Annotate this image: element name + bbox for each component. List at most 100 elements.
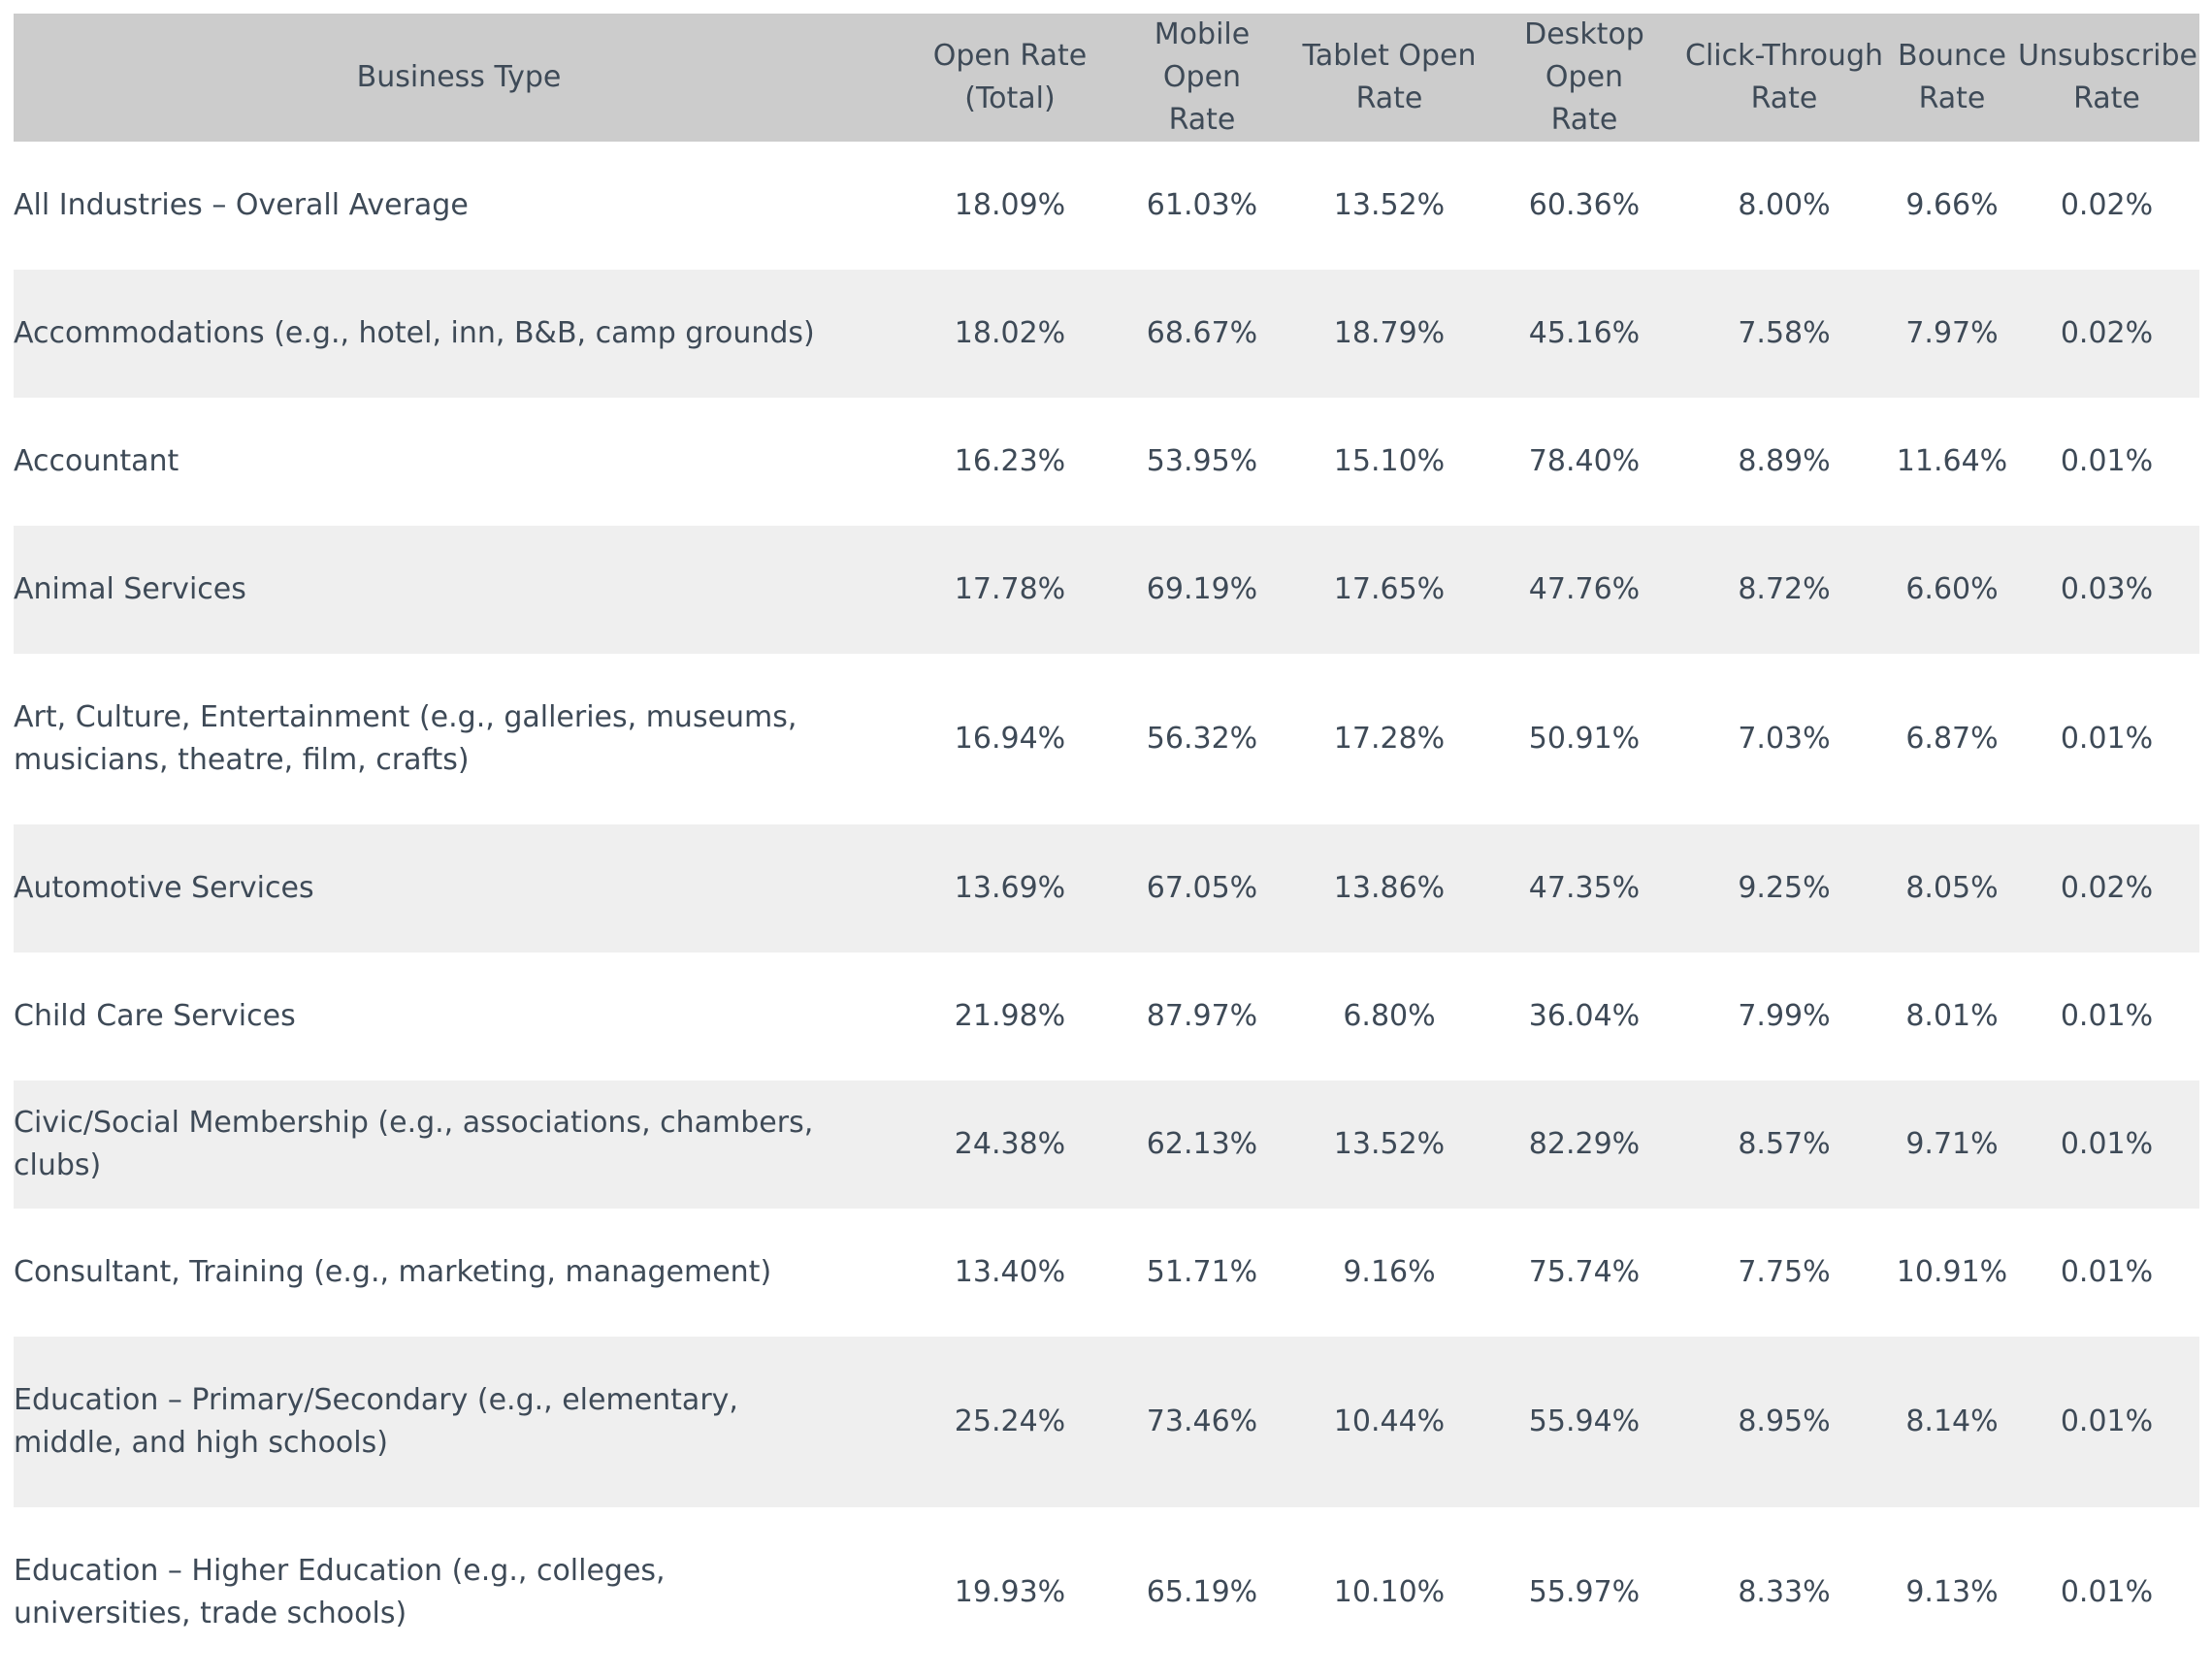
- cell-desktop-open-rate: 50.91%: [1528, 722, 1641, 756]
- cell-bounce-rate: 11.64%: [1896, 444, 2008, 478]
- cell-business-type: Accountant: [14, 444, 179, 478]
- cell-desktop-open-rate: 47.76%: [1528, 572, 1641, 606]
- cell-desktop-open-rate: 55.97%: [1528, 1575, 1641, 1609]
- table-body: All Industries – Overall Average 18.09% …: [14, 142, 2199, 1678]
- cell-mobile-open-rate: 67.05%: [1146, 871, 1258, 905]
- cell-open-rate: 16.23%: [954, 444, 1066, 478]
- cell-bounce-rate: 8.01%: [1905, 999, 1999, 1033]
- cell-unsubscribe-rate: 0.03%: [2060, 572, 2154, 606]
- cell-click-through-rate: 8.00%: [1738, 188, 1831, 222]
- cell-desktop-open-rate: 55.94%: [1528, 1404, 1641, 1438]
- cell-unsubscribe-rate: 0.01%: [2060, 1575, 2154, 1609]
- cell-tablet-open-rate: 9.16%: [1343, 1255, 1436, 1289]
- cell-desktop-open-rate: 75.74%: [1528, 1255, 1641, 1289]
- cell-tablet-open-rate: 10.10%: [1333, 1575, 1446, 1609]
- cell-tablet-open-rate: 6.80%: [1343, 999, 1436, 1033]
- cell-open-rate: 16.94%: [954, 722, 1066, 756]
- cell-bounce-rate: 9.71%: [1905, 1127, 1999, 1161]
- cell-tablet-open-rate: 13.52%: [1333, 1127, 1446, 1161]
- cell-desktop-open-rate: 47.35%: [1528, 871, 1641, 905]
- cell-click-through-rate: 8.72%: [1738, 572, 1831, 606]
- cell-desktop-open-rate: 78.40%: [1528, 444, 1641, 478]
- cell-unsubscribe-rate: 0.01%: [2060, 1404, 2154, 1438]
- cell-business-type: Animal Services: [14, 572, 246, 606]
- cell-tablet-open-rate: 17.65%: [1333, 572, 1446, 606]
- benchmark-table-container: Business Type Open Rate (Total) Mobile Op…: [14, 14, 2199, 1678]
- cell-open-rate: 13.40%: [954, 1255, 1066, 1289]
- table-row: Education – Higher Education (e.g., coll…: [14, 1507, 2199, 1678]
- cell-unsubscribe-rate: 0.01%: [2060, 1255, 2154, 1289]
- cell-mobile-open-rate: 73.46%: [1146, 1404, 1258, 1438]
- cell-desktop-open-rate: 60.36%: [1528, 188, 1641, 222]
- cell-tablet-open-rate: 13.52%: [1333, 188, 1446, 222]
- cell-business-type: Education – Higher Education (e.g., coll…: [14, 1554, 666, 1630]
- table-row: All Industries – Overall Average 18.09% …: [14, 142, 2199, 270]
- cell-open-rate: 13.69%: [954, 871, 1066, 905]
- cell-tablet-open-rate: 13.86%: [1333, 871, 1446, 905]
- cell-click-through-rate: 8.89%: [1738, 444, 1831, 478]
- cell-business-type: Art, Culture, Entertainment (e.g., galle…: [14, 700, 797, 777]
- cell-business-type: Child Care Services: [14, 999, 296, 1033]
- cell-bounce-rate: 8.14%: [1905, 1404, 1999, 1438]
- cell-click-through-rate: 8.57%: [1738, 1127, 1831, 1161]
- cell-unsubscribe-rate: 0.01%: [2060, 444, 2154, 478]
- header-click-through-rate: Click-Through Rate: [1685, 39, 1883, 115]
- cell-desktop-open-rate: 36.04%: [1528, 999, 1641, 1033]
- cell-business-type: All Industries – Overall Average: [14, 188, 469, 222]
- cell-bounce-rate: 9.66%: [1905, 188, 1999, 222]
- cell-business-type: Consultant, Training (e.g., marketing, m…: [14, 1255, 772, 1289]
- cell-desktop-open-rate: 82.29%: [1528, 1127, 1641, 1161]
- cell-mobile-open-rate: 87.97%: [1146, 999, 1258, 1033]
- cell-business-type: Accommodations (e.g., hotel, inn, B&B, c…: [14, 316, 815, 350]
- cell-bounce-rate: 10.91%: [1896, 1255, 2008, 1289]
- cell-mobile-open-rate: 62.13%: [1146, 1127, 1258, 1161]
- cell-open-rate: 17.78%: [954, 572, 1066, 606]
- cell-open-rate: 19.93%: [954, 1575, 1066, 1609]
- cell-unsubscribe-rate: 0.01%: [2060, 722, 2154, 756]
- cell-bounce-rate: 6.87%: [1905, 722, 1999, 756]
- cell-mobile-open-rate: 65.19%: [1146, 1575, 1258, 1609]
- header-desktop-open-rate: Desktop Open Rate: [1524, 17, 1644, 137]
- cell-bounce-rate: 7.97%: [1905, 316, 1999, 350]
- cell-unsubscribe-rate: 0.02%: [2060, 871, 2154, 905]
- cell-mobile-open-rate: 53.95%: [1146, 444, 1258, 478]
- cell-click-through-rate: 7.03%: [1738, 722, 1831, 756]
- cell-bounce-rate: 9.13%: [1905, 1575, 1999, 1609]
- table-row: Child Care Services 21.98% 87.97% 6.80% …: [14, 952, 2199, 1081]
- cell-tablet-open-rate: 17.28%: [1333, 722, 1446, 756]
- table-row: Accountant 16.23% 53.95% 15.10% 78.40% 8…: [14, 398, 2199, 526]
- cell-business-type: Automotive Services: [14, 871, 314, 905]
- cell-click-through-rate: 7.75%: [1738, 1255, 1831, 1289]
- cell-click-through-rate: 8.33%: [1738, 1575, 1831, 1609]
- cell-open-rate: 18.02%: [954, 316, 1066, 350]
- table-header: Business Type Open Rate (Total) Mobile Op…: [14, 14, 2199, 142]
- cell-click-through-rate: 7.99%: [1738, 999, 1831, 1033]
- cell-mobile-open-rate: 61.03%: [1146, 188, 1258, 222]
- header-unsubscribe-rate: Unsubscribe Rate: [2018, 39, 2197, 115]
- cell-mobile-open-rate: 56.32%: [1146, 722, 1258, 756]
- table-row: Accommodations (e.g., hotel, inn, B&B, c…: [14, 270, 2199, 398]
- benchmark-table: Business Type Open Rate (Total) Mobile Op…: [14, 14, 2199, 1678]
- cell-click-through-rate: 8.95%: [1738, 1404, 1831, 1438]
- header-open-rate: Open Rate (Total): [932, 39, 1088, 115]
- cell-bounce-rate: 8.05%: [1905, 871, 1999, 905]
- table-row: Consultant, Training (e.g., marketing, m…: [14, 1209, 2199, 1337]
- header-bounce-rate: Bounce Rate: [1898, 39, 2006, 115]
- cell-desktop-open-rate: 45.16%: [1528, 316, 1641, 350]
- cell-unsubscribe-rate: 0.02%: [2060, 316, 2154, 350]
- header-mobile-open-rate: Mobile Open Rate: [1154, 17, 1251, 137]
- cell-tablet-open-rate: 10.44%: [1333, 1404, 1446, 1438]
- cell-open-rate: 24.38%: [954, 1127, 1066, 1161]
- cell-tablet-open-rate: 18.79%: [1333, 316, 1446, 350]
- header-business-type: Business Type: [356, 60, 562, 94]
- cell-unsubscribe-rate: 0.01%: [2060, 999, 2154, 1033]
- cell-bounce-rate: 6.60%: [1905, 572, 1999, 606]
- cell-mobile-open-rate: 51.71%: [1146, 1255, 1258, 1289]
- cell-unsubscribe-rate: 0.02%: [2060, 188, 2154, 222]
- cell-open-rate: 25.24%: [954, 1404, 1066, 1438]
- header-row: Business Type Open Rate (Total) Mobile Op…: [14, 14, 2199, 142]
- table-row: Art, Culture, Entertainment (e.g., galle…: [14, 654, 2199, 824]
- header-tablet-open-rate: Tablet Open Rate: [1302, 39, 1477, 115]
- cell-click-through-rate: 9.25%: [1738, 871, 1831, 905]
- cell-mobile-open-rate: 69.19%: [1146, 572, 1258, 606]
